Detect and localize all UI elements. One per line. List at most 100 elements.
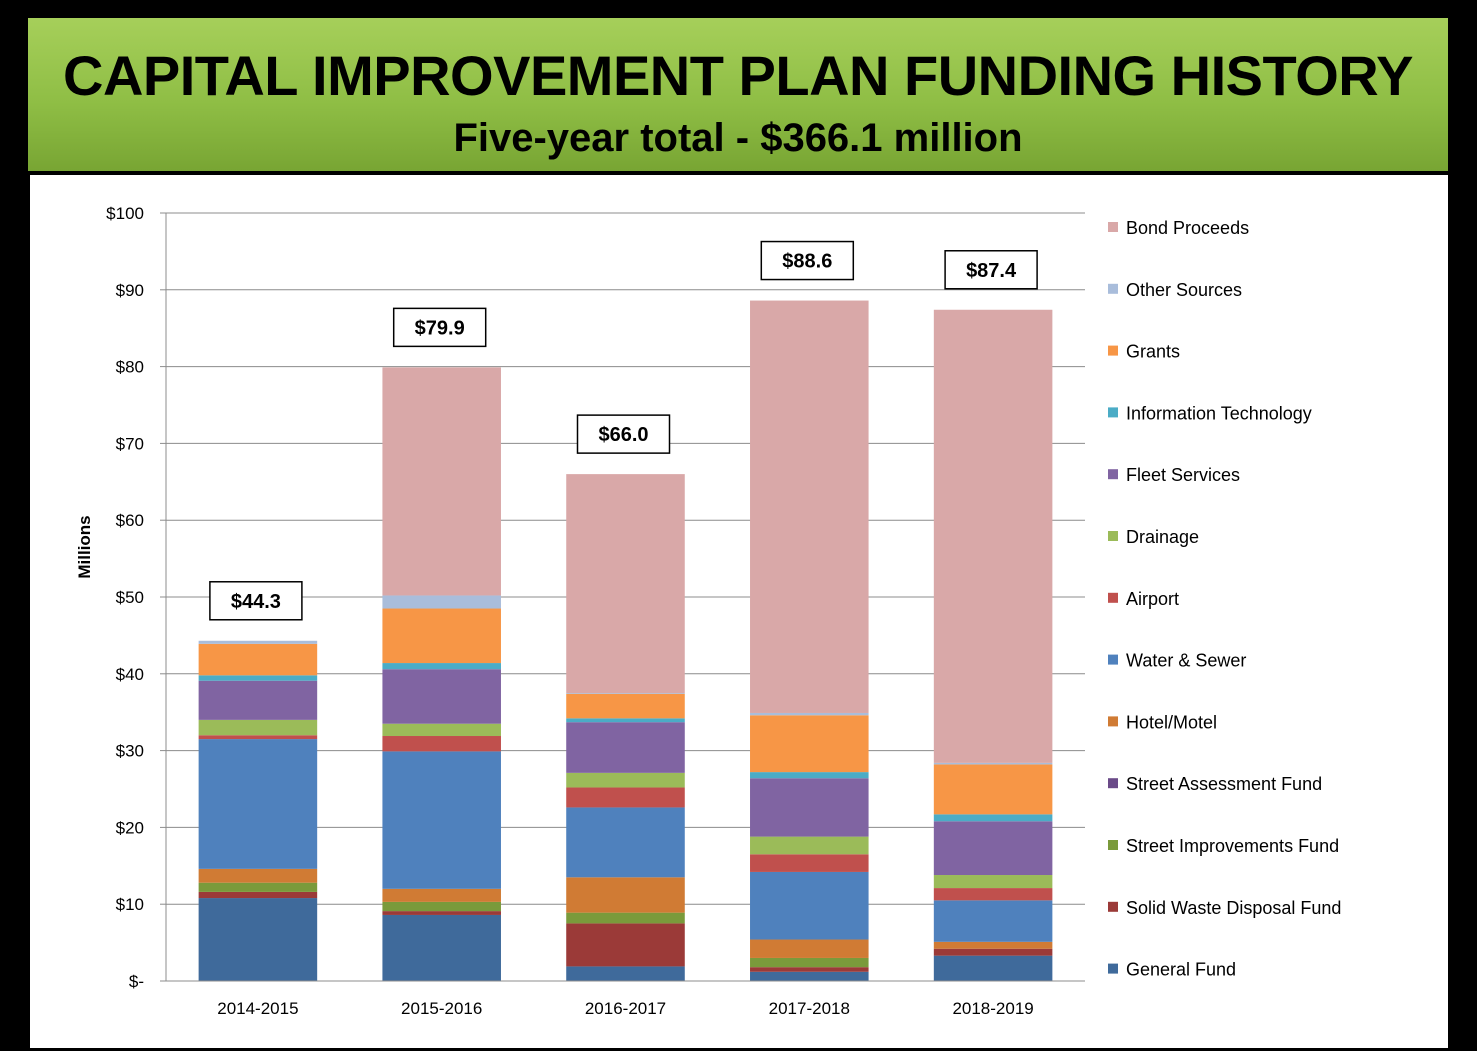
bar-segment bbox=[566, 693, 685, 694]
legend: Bond Proceeds Other Sources Grants Informat… bbox=[1108, 218, 1341, 980]
total-label: $66.0 bbox=[598, 424, 648, 446]
legend-swatch bbox=[1108, 222, 1118, 232]
legend-label: Street Assessment Fund bbox=[1126, 774, 1322, 794]
legend-swatch bbox=[1108, 840, 1118, 850]
bar-segment bbox=[750, 871, 869, 940]
bar-segment bbox=[382, 669, 501, 724]
bar-segment bbox=[750, 957, 869, 968]
bar-segment bbox=[750, 300, 869, 713]
total-label: $79.9 bbox=[415, 317, 465, 339]
bar-segment bbox=[750, 971, 869, 981]
x-tick-label: 2018-2019 bbox=[952, 999, 1033, 1018]
bars bbox=[198, 300, 1053, 981]
bar-segment bbox=[198, 735, 318, 740]
y-tick-label: $- bbox=[129, 972, 144, 991]
total-label-box bbox=[760, 240, 855, 281]
bar-segment bbox=[198, 680, 318, 720]
legend-label: Drainage bbox=[1126, 527, 1199, 547]
bar-segment bbox=[382, 367, 501, 596]
bar-segment bbox=[566, 722, 685, 773]
bar-segment bbox=[198, 643, 318, 676]
bar-segment bbox=[382, 914, 501, 981]
bar-segment bbox=[566, 787, 685, 808]
bar-segment bbox=[566, 693, 685, 719]
x-tick-label: 2017-2018 bbox=[769, 999, 850, 1018]
bar-segment bbox=[382, 901, 501, 912]
y-axis-label: Millions bbox=[75, 515, 94, 578]
bar-segment bbox=[566, 772, 685, 788]
legend-label: Other Sources bbox=[1126, 280, 1242, 300]
bar-segment bbox=[382, 736, 501, 752]
y-tick-label: $90 bbox=[116, 281, 144, 300]
bar-segment bbox=[933, 764, 1053, 815]
legend-swatch bbox=[1108, 778, 1118, 789]
chart-panel: $- $10 $20 $30 $40 $50 $60 $70 $80 $90 $100 2014-20… bbox=[30, 175, 1448, 1048]
bar-segment bbox=[750, 712, 869, 716]
legend-swatch bbox=[1108, 654, 1118, 665]
title-banner: CAPITAL IMPROVEMENT PLAN FUNDING HISTORY… bbox=[28, 18, 1448, 171]
y-tick-label: $60 bbox=[116, 511, 144, 530]
total-label: $44.3 bbox=[231, 591, 281, 613]
legend-label: Water & Sewer bbox=[1126, 651, 1246, 671]
x-tick-label: 2016-2017 bbox=[585, 999, 666, 1018]
legend-label: General Fund bbox=[1126, 960, 1236, 980]
legend-label: Information Technology bbox=[1126, 403, 1312, 423]
bar-segment bbox=[382, 751, 501, 889]
bar-segment bbox=[198, 868, 318, 883]
bar-segment bbox=[566, 807, 685, 878]
labels: $- $10 $20 $30 $40 $50 $60 $70 $80 $90 $100 2014-20… bbox=[106, 204, 1038, 1018]
y-tick-label: $80 bbox=[116, 358, 144, 377]
total-label-box bbox=[944, 250, 1038, 290]
total-label-box bbox=[392, 307, 487, 348]
y-tick-label: $20 bbox=[116, 818, 144, 837]
bar-segment bbox=[566, 912, 685, 924]
legend-label: Bond Proceeds bbox=[1126, 218, 1249, 238]
bar-segment bbox=[198, 675, 318, 681]
axes bbox=[160, 212, 1085, 982]
y-tick-label: $40 bbox=[116, 665, 144, 684]
bar-segment bbox=[750, 854, 869, 872]
bar-segment bbox=[382, 888, 501, 902]
legend-label: Fleet Services bbox=[1126, 465, 1240, 485]
bar-segment bbox=[198, 640, 318, 644]
legend-swatch bbox=[1108, 345, 1118, 356]
bar-segment bbox=[382, 663, 501, 670]
bar-segment bbox=[566, 923, 685, 967]
bar-segment bbox=[933, 309, 1053, 763]
legend-swatch bbox=[1108, 283, 1118, 294]
bar-segment bbox=[750, 778, 869, 837]
legend-label: Street Improvements Fund bbox=[1126, 836, 1339, 856]
y-tick-label: $100 bbox=[106, 204, 144, 223]
x-tick-label: 2014-2015 bbox=[217, 999, 298, 1018]
bar-segment bbox=[750, 939, 869, 958]
bar-segment bbox=[382, 595, 501, 609]
bar-segment bbox=[566, 877, 685, 913]
bar-segment bbox=[933, 955, 1053, 981]
bar-segment bbox=[382, 911, 501, 915]
x-tick-label: 2015-2016 bbox=[401, 999, 482, 1018]
y-tick-label: $10 bbox=[116, 895, 144, 914]
bar-segment bbox=[933, 762, 1053, 765]
legend-swatch bbox=[1108, 963, 1118, 974]
legend-swatch bbox=[1108, 716, 1118, 727]
legend-label: Grants bbox=[1126, 342, 1180, 362]
bar-segment bbox=[750, 836, 869, 855]
bar-segment bbox=[566, 966, 685, 981]
chart-title: CAPITAL IMPROVEMENT PLAN FUNDING HISTORY bbox=[63, 44, 1413, 107]
legend-label: Hotel/Motel bbox=[1126, 712, 1217, 732]
legend-label: Solid Waste Disposal Fund bbox=[1126, 898, 1341, 918]
y-tick-label: $50 bbox=[116, 588, 144, 607]
y-tick-label: $70 bbox=[116, 434, 144, 453]
legend-swatch bbox=[1108, 469, 1118, 480]
bar-segment bbox=[198, 891, 318, 899]
y-tick-label: $30 bbox=[116, 742, 144, 761]
total-label-box bbox=[209, 581, 303, 621]
legend-swatch bbox=[1108, 531, 1118, 541]
total-label-box bbox=[576, 414, 671, 454]
stacked-bar-chart: $- $10 $20 $30 $40 $50 $60 $70 $80 $90 $100 2014-20… bbox=[75, 204, 1341, 1018]
bar-segment bbox=[750, 772, 869, 779]
legend-swatch bbox=[1108, 407, 1118, 418]
bar-segment bbox=[198, 719, 318, 736]
chart-subtitle: Five-year total - $366.1 million bbox=[453, 116, 1023, 160]
